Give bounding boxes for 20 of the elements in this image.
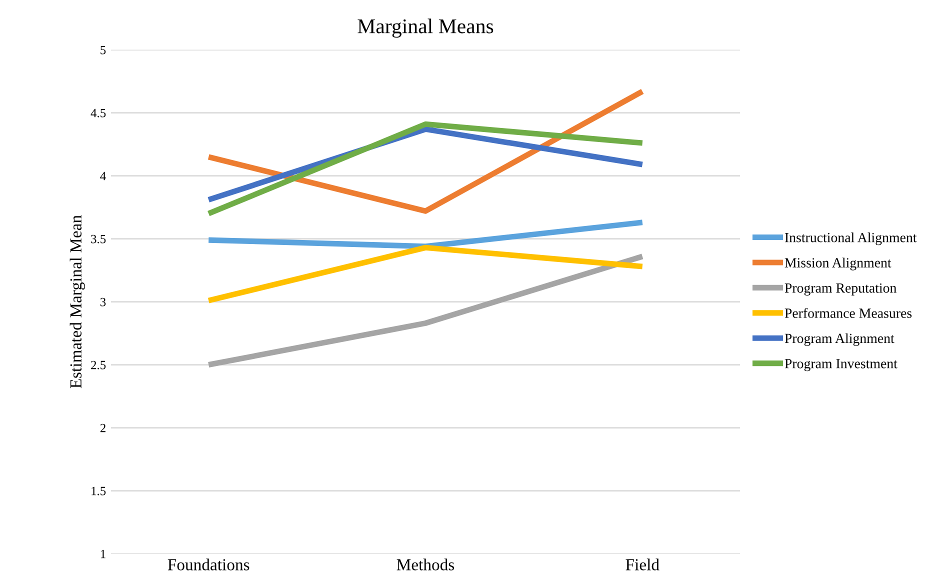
x-tick-label: Field bbox=[626, 558, 660, 570]
x-tick-label: Methods bbox=[396, 558, 454, 570]
y-tick-label: 1.5 bbox=[92, 486, 106, 496]
legend-label: Instructional Alignment bbox=[784, 232, 917, 246]
y-tick-label: 4.5 bbox=[90, 108, 106, 118]
legend-label: Performance Measures bbox=[784, 308, 912, 318]
y-tick-label: 5 bbox=[100, 46, 106, 54]
legend-label: Program Alignment bbox=[784, 333, 894, 346]
y-tick-label: 4 bbox=[100, 172, 106, 180]
y-tick-label: 2 bbox=[100, 424, 106, 432]
x-tick-label: Foundations bbox=[168, 558, 250, 570]
y-axis-title: Estimated Marginal Mean bbox=[70, 215, 85, 388]
y-tick-label: 3.5 bbox=[91, 234, 106, 244]
y-tick-label: 1 bbox=[100, 550, 106, 558]
chart-title: Marginal Means bbox=[358, 18, 494, 38]
legend-label: Program Investment bbox=[784, 359, 898, 372]
y-tick-label: 3 bbox=[100, 298, 106, 306]
y-tick-label: 2.5 bbox=[91, 360, 106, 370]
legend-label: Mission Alignment bbox=[784, 258, 892, 270]
legend-label: Program Reputation bbox=[784, 283, 896, 296]
